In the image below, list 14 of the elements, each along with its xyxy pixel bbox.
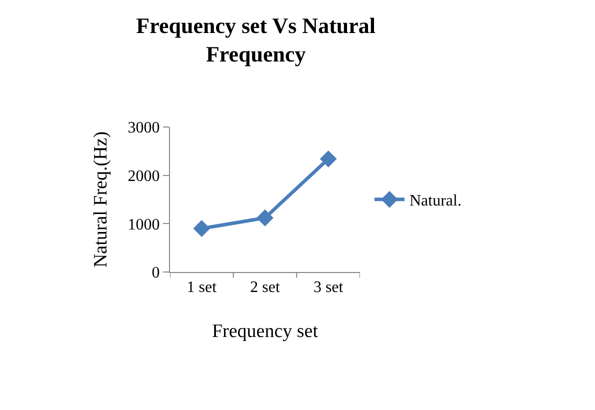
y-tick-label: 1000 <box>128 216 160 234</box>
y-axis-title: Natural Freq.(Hz) <box>90 131 112 268</box>
x-tick-label: 3 set <box>313 279 344 296</box>
point <box>193 220 210 237</box>
x-tick-label: 1 set <box>186 279 218 296</box>
point <box>256 209 274 226</box>
x-tick-label: 2 set <box>250 279 280 296</box>
legend-label: Natural. <box>410 192 462 210</box>
x-axis-title: Frequency set <box>212 321 319 342</box>
y-tick-label: 0 <box>152 264 160 282</box>
chart-title: Frequency set Vs Natural Frequency <box>136 12 376 66</box>
point <box>320 150 337 168</box>
y-tick-label: 2000 <box>128 168 160 185</box>
y-tick-label: 3000 <box>128 120 160 137</box>
